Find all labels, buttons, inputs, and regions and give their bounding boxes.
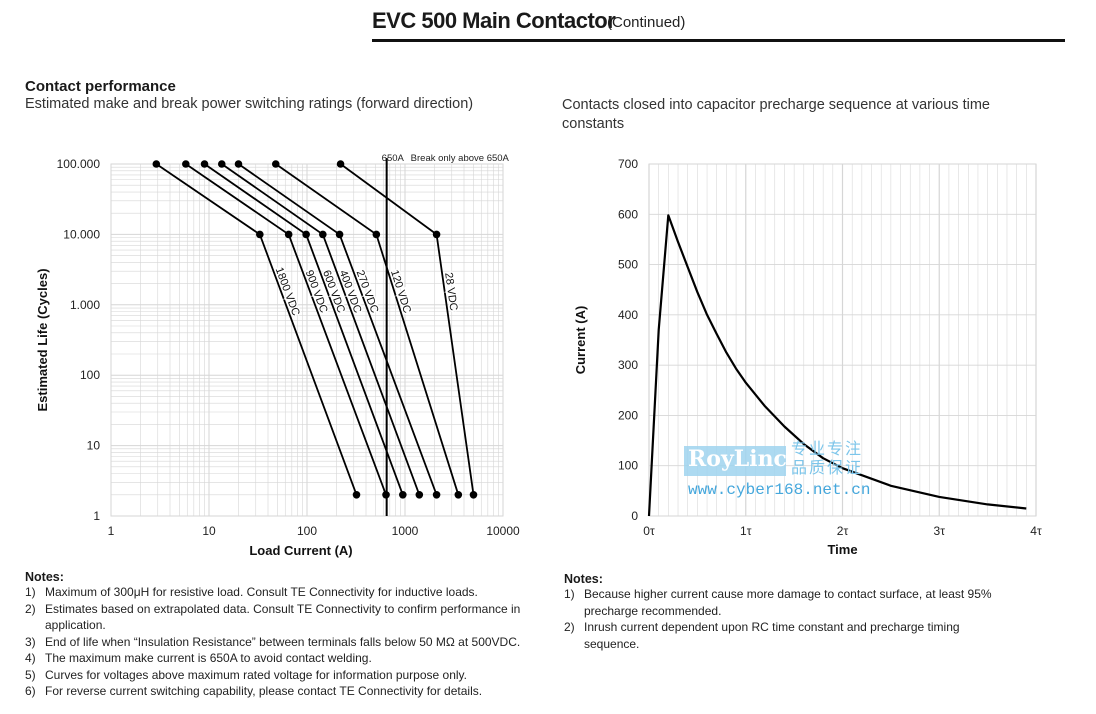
series-point-120-vdc xyxy=(271,160,280,168)
right-x-tick-label: 1τ xyxy=(740,524,752,538)
limit-line-note: Break only above 650A xyxy=(411,153,510,164)
left-note-5: 5) Curves for voltages above maximum rate… xyxy=(25,667,545,684)
note-text: End of life when “Insulation Resistance”… xyxy=(45,634,521,649)
page-subtitle: (Continued) xyxy=(607,14,686,31)
life-vs-current-chart: 1 10 100 1000 10000 1 10 100 1.000 10.000 100.000 L… xyxy=(35,153,520,558)
note-text: Estimates based on extrapolated data. Co… xyxy=(45,601,521,633)
series-point-1800-vdc xyxy=(152,160,161,168)
left-chart-series xyxy=(152,160,478,499)
series-point-28-vdc xyxy=(469,491,478,499)
left-x-axis-label: Load Current (A) xyxy=(249,543,352,558)
right-y-tick-label: 500 xyxy=(618,258,638,272)
watermark-box xyxy=(684,446,786,476)
series-point-400-vdc xyxy=(415,491,424,499)
watermark-tagline: 专业专注 品质保证 xyxy=(791,441,864,477)
left-y-tick-label: 10 xyxy=(87,439,101,453)
right-x-axis-label: Time xyxy=(827,542,857,557)
limit-line-label: 650A xyxy=(382,153,405,164)
precharge-current-chart: 0τ 1τ 2τ 3τ 4τ 0 100 200 300 400 500 600 700 Time Curr… xyxy=(573,157,1042,557)
right-x-tick-label: 3τ xyxy=(934,524,946,538)
note-text: Curves for voltages above maximum rated … xyxy=(45,667,467,682)
left-x-tick-label: 10000 xyxy=(486,524,520,538)
left-y-tick-label: 10.000 xyxy=(63,227,100,241)
page-title: EVC 500 Main Contactor xyxy=(372,8,616,33)
note-number: 1) xyxy=(25,585,36,599)
note-text: Because higher current cause more damage… xyxy=(584,587,992,618)
right-y-tick-label: 600 xyxy=(618,207,638,221)
right-y-axis-label: Current (A) xyxy=(573,306,588,375)
right-y-tick-label: 400 xyxy=(618,308,638,322)
series-point-270-vdc xyxy=(432,491,441,499)
right-y-tick-label: 0 xyxy=(631,509,638,523)
section-heading-contact-performance: Contact performance xyxy=(25,78,176,95)
series-point-600-vdc xyxy=(200,160,209,168)
right-y-tick-label: 700 xyxy=(618,157,638,171)
series-point-1800-vdc xyxy=(256,230,264,239)
right-x-tick-label: 2τ xyxy=(837,524,849,538)
series-point-400-vdc xyxy=(217,160,226,168)
left-x-tick-label: 100 xyxy=(297,524,317,538)
series-point-900-vdc xyxy=(382,491,390,499)
series-point-120-vdc xyxy=(372,230,381,239)
left-note-2: 2) Estimates based on extrapolated data. … xyxy=(25,601,545,634)
right-y-tick-label: 200 xyxy=(618,408,638,422)
watermark-url: www.cyber168.net.cn xyxy=(688,481,871,499)
note-number: 4) xyxy=(25,651,36,665)
left-note-1: 1) Maximum of 300μH for resistive load. C… xyxy=(25,584,545,601)
title-rule xyxy=(372,39,1065,42)
note-number: 6) xyxy=(25,684,36,698)
note-text: For reverse current switching capability… xyxy=(45,684,483,698)
notes-right-list: 1) Because higher current cause more dama… xyxy=(564,586,994,652)
note-number: 5) xyxy=(25,667,36,682)
left-y-tick-label: 1 xyxy=(93,509,100,523)
left-y-tick-label: 100.000 xyxy=(57,157,101,171)
series-point-900-vdc xyxy=(182,160,190,168)
right-note-1: 1) Because higher current cause more dama… xyxy=(564,586,994,619)
left-y-tick-label: 1.000 xyxy=(70,298,100,312)
series-point-400-vdc xyxy=(319,230,327,239)
series-point-1800-vdc xyxy=(352,491,361,499)
note-number: 1) xyxy=(564,587,575,601)
right-x-tick-label: 4τ xyxy=(1030,524,1042,538)
series-point-600-vdc xyxy=(302,230,310,239)
left-note-6: 6) For reverse current switching capabili… xyxy=(25,683,545,700)
right-chart-series xyxy=(647,214,1027,517)
right-note-2: 2) Inrush current dependent upon RC time … xyxy=(564,619,994,652)
series-point-900-vdc xyxy=(284,230,293,239)
note-number: 2) xyxy=(25,601,36,616)
right-chart-labels: 0τ 1τ 2τ 3τ 4τ 0 100 200 300 400 500 600 700 Time Curr… xyxy=(573,157,1042,557)
left-x-tick-label: 1 xyxy=(108,524,115,538)
notes-left-list: 1) Maximum of 300μH for resistive load. C… xyxy=(25,584,545,700)
series-point-28-vdc xyxy=(432,230,441,239)
note-number: 2) xyxy=(564,620,575,634)
note-text: Inrush current dependent upon RC time co… xyxy=(584,620,960,651)
left-x-tick-label: 1000 xyxy=(392,524,419,538)
series-point-120-vdc xyxy=(454,491,463,499)
right-x-tick-label: 0τ xyxy=(643,524,655,538)
left-note-3: 3) End of life when “Insulation Resistanc… xyxy=(25,634,545,651)
series-point-270-vdc xyxy=(234,160,243,168)
note-text: The maximum make current is 650A to avoi… xyxy=(45,651,372,665)
section-subheading-left: Estimated make and break power switching… xyxy=(25,96,474,112)
note-text: Maximum of 300μH for resistive load. Con… xyxy=(45,585,478,599)
series-point-28-vdc xyxy=(336,160,345,168)
series-point-600-vdc xyxy=(399,491,407,499)
left-note-4: 4) The maximum make current is 650A to av… xyxy=(25,650,545,667)
watermark-name: RoyLinc xyxy=(688,446,787,472)
notes-left-heading: Notes: xyxy=(25,570,64,584)
notes-right: Notes: 1) Because higher current cause mo… xyxy=(564,572,994,652)
left-y-tick-label: 100 xyxy=(80,368,100,382)
series-point-270-vdc xyxy=(335,230,344,239)
series-line-inrush-current xyxy=(647,214,1027,517)
note-number: 3) xyxy=(25,634,36,649)
left-x-tick-label: 10 xyxy=(202,524,216,538)
notes-left: Notes: 1) Maximum of 300μH for resistive … xyxy=(25,570,545,700)
left-y-axis-label: Estimated Life (Cycles) xyxy=(35,268,50,411)
right-y-tick-label: 100 xyxy=(618,459,638,473)
section-subheading-right: Contacts closed into capacitor precharge… xyxy=(562,97,990,132)
left-chart-grid xyxy=(110,163,504,517)
notes-right-heading: Notes: xyxy=(564,572,603,586)
right-y-tick-label: 300 xyxy=(618,358,638,372)
